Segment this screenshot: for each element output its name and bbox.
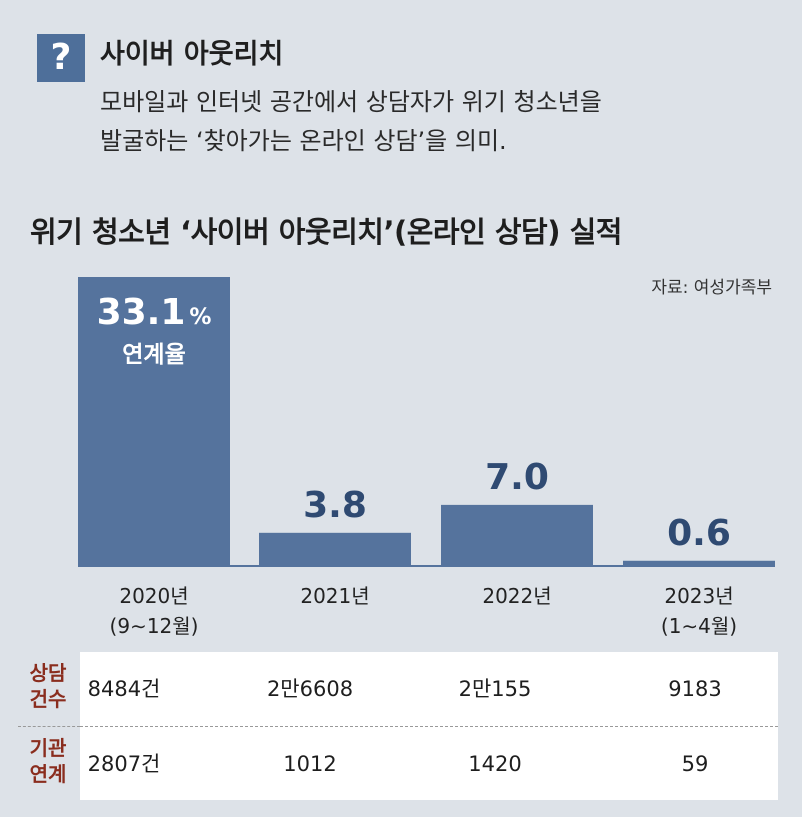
row-divider <box>18 726 80 727</box>
category-label: (9∼12월) <box>110 614 199 638</box>
bar-chart: 33.1 %연계율2020년(9∼12월)3.82021년7.02022년0.62… <box>78 277 775 638</box>
row-label-counseling: 상담 건수 <box>18 660 78 712</box>
row-label-line: 상담 <box>29 661 67 685</box>
table-row: 2807건 1012 1420 59 <box>80 726 778 801</box>
term-definition-line1: 모바일과 인터넷 공간에서 상담자가 위기 청소년을 <box>100 88 602 116</box>
table-cell: 2807건 <box>87 752 161 776</box>
data-label: 3.8 <box>303 485 367 526</box>
row-label-referral: 기관 연계 <box>18 735 78 787</box>
table-cell: 59 <box>681 752 709 776</box>
question-mark-icon: ? <box>37 34 85 82</box>
category-label: (1∼4월) <box>661 614 737 638</box>
data-label: 0.6 <box>667 513 731 554</box>
category-label: 2021년 <box>300 584 369 608</box>
data-label: 7.0 <box>485 457 549 498</box>
stats-table: 8484건 2만6608 2만155 9183 2807건 1012 1420 … <box>80 652 778 800</box>
category-label: 2022년 <box>482 584 551 608</box>
rate-label: 연계율 <box>122 342 185 368</box>
table-cell: 1420 <box>468 752 522 776</box>
table-row: 8484건 2만6608 2만155 9183 <box>80 652 778 726</box>
bar <box>259 532 411 566</box>
term-definition-line2: 발굴하는 ‘찾아가는 온라인 상담’을 의미. <box>100 127 507 155</box>
table-cell: 8484건 <box>87 677 161 701</box>
bar <box>78 277 230 566</box>
table-cell: 1012 <box>283 752 337 776</box>
bar <box>623 560 775 566</box>
row-label-line: 연계 <box>29 762 67 786</box>
term-title: 사이버 아웃리치 <box>100 39 284 70</box>
source-note: 자료: 여성가족부 <box>651 278 772 298</box>
table-cell: 2만6608 <box>266 677 354 701</box>
row-label-line: 기관 <box>29 736 67 760</box>
table-cell: 2만155 <box>458 677 532 701</box>
row-label-line: 건수 <box>29 687 67 711</box>
category-label: 2023년 <box>664 584 733 608</box>
category-label: 2020년 <box>119 584 188 608</box>
bar <box>441 504 593 566</box>
table-cell: 9183 <box>668 677 722 701</box>
chart-title: 위기 청소년 ‘사이버 아웃리치’(온라인 상담) 실적 <box>30 215 622 249</box>
